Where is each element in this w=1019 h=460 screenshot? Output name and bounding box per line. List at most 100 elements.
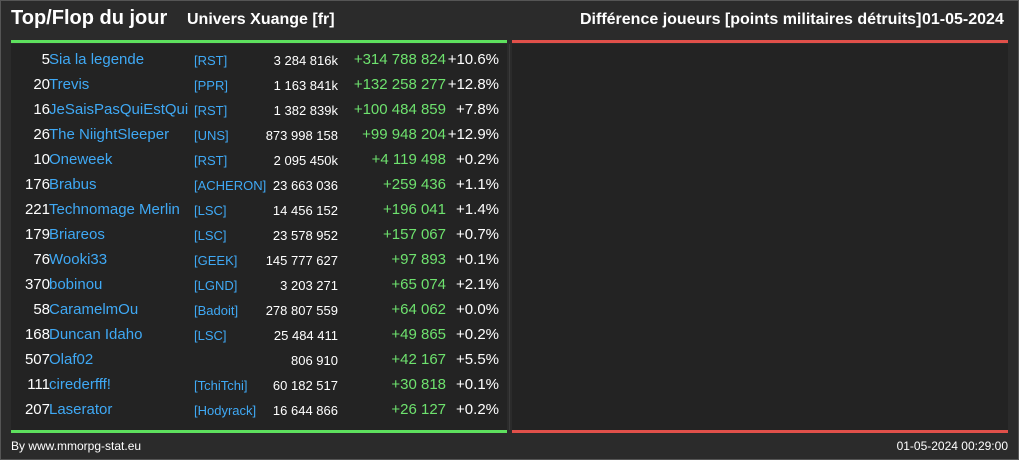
- player-total: 873 998 158: [265, 128, 338, 143]
- alliance-tag-link[interactable]: [GEEK]: [194, 253, 238, 268]
- player-delta: +99 948 204: [362, 126, 446, 143]
- player-rank: 20: [33, 76, 50, 93]
- alliance-tag-link[interactable]: [Badoit]: [194, 303, 239, 318]
- alliance-tag-link[interactable]: [Hodyrack]: [194, 403, 257, 418]
- player-delta: +132 258 277: [353, 76, 446, 93]
- player-percent: +7.8%: [456, 101, 499, 118]
- player-percent: +1.4%: [456, 201, 499, 218]
- alliance-tag-link[interactable]: [LSC]: [194, 228, 227, 243]
- player-name-link[interactable]: The NiightSleeper: [49, 126, 170, 143]
- player-rank: 26: [33, 126, 50, 143]
- player-percent: +0.7%: [456, 226, 499, 243]
- player-percent: +0.2%: [456, 326, 499, 343]
- alliance-tag-link[interactable]: [RST]: [194, 153, 228, 168]
- alliance-tag-link[interactable]: [LSC]: [194, 203, 227, 218]
- player-rank: 179: [24, 226, 50, 243]
- list-item: 176 Brabus [ACHERON] 23 663 036 +259 436 +1.1…: [11, 172, 506, 197]
- player-name-link[interactable]: Laserator: [49, 401, 113, 418]
- alliance-tag-link[interactable]: [PPR]: [194, 78, 228, 93]
- player-name-link[interactable]: CaramelmOu: [49, 301, 139, 318]
- player-total: 23 663 036: [272, 178, 338, 193]
- player-total: 25 484 411: [273, 328, 338, 343]
- player-name-link[interactable]: Briareos: [49, 226, 105, 243]
- list-item: 111 cirederfff! [TchiTchi] 60 182 517 +30 81…: [11, 372, 506, 397]
- top-panel-top-bar: [11, 40, 507, 43]
- player-delta: +26 127: [391, 401, 446, 418]
- player-rank: 10: [33, 151, 50, 168]
- player-delta: +196 041: [383, 201, 446, 218]
- list-item: 207 Laserator [Hodyrack] 16 644 866 +26 127 +…: [11, 397, 506, 422]
- alliance-tag-link[interactable]: [ACHERON]: [194, 178, 267, 193]
- list-item: 370 bobinou [LGND] 3 203 271 +65 074 +2.1%: [11, 272, 506, 297]
- player-total: 1 163 841k: [273, 78, 338, 93]
- universe-label: Univers Xuange [fr]: [187, 11, 335, 28]
- player-percent: +0.1%: [456, 251, 499, 268]
- source-credit[interactable]: By www.mmorpg-stat.eu: [11, 439, 142, 453]
- alliance-tag-link[interactable]: [LGND]: [194, 278, 238, 293]
- player-delta: +259 436: [383, 176, 446, 193]
- date-label: 01-05-2024: [922, 11, 1004, 28]
- list-item: 16 JeSaisPasQuiEstQui [RST] 1 382 839k +100 …: [11, 97, 506, 122]
- flop-panel: [512, 44, 1008, 430]
- list-item: 20 Trevis [PPR] 1 163 841k +132 258 277 +12.8…: [11, 72, 506, 97]
- player-total: 1 382 839k: [273, 103, 338, 118]
- player-percent: +0.0%: [456, 301, 499, 318]
- alliance-tag-link[interactable]: [LSC]: [194, 328, 227, 343]
- top-panel-bottom-bar: [11, 430, 507, 433]
- list-item: 168 Duncan Idaho [LSC] 25 484 411 +49 865 +0.…: [11, 322, 506, 347]
- player-name-link[interactable]: Technomage Merlin: [49, 201, 180, 218]
- player-total: 2 095 450k: [273, 153, 338, 168]
- player-rank: 58: [33, 301, 50, 318]
- page-title: Top/Flop du jour: [11, 7, 168, 29]
- list-item: 5 Sia la legende [RST] 3 284 816k +314 788 8…: [11, 47, 506, 72]
- player-rank: 168: [24, 326, 50, 343]
- player-delta: +100 484 859: [353, 101, 446, 118]
- player-name-link[interactable]: cirederfff!: [49, 376, 111, 393]
- alliance-tag-link[interactable]: [UNS]: [194, 128, 229, 143]
- player-delta: +314 788 824: [353, 51, 446, 68]
- alliance-tag-link[interactable]: [RST]: [194, 103, 228, 118]
- player-name-link[interactable]: Duncan Idaho: [49, 326, 143, 343]
- player-percent: +1.1%: [456, 176, 499, 193]
- player-delta: +30 818: [391, 376, 446, 393]
- player-percent: +5.5%: [456, 351, 499, 368]
- flop-panel-top-bar: [512, 40, 1008, 43]
- player-rank: 176: [24, 176, 50, 193]
- player-percent: +0.1%: [456, 376, 499, 393]
- player-rank: 221: [24, 201, 50, 218]
- player-delta: +97 893: [391, 251, 446, 268]
- flop-panel-bottom-bar: [512, 430, 1008, 433]
- player-name-link[interactable]: Brabus: [49, 176, 97, 193]
- player-delta: +64 062: [391, 301, 446, 318]
- player-name-link[interactable]: Wooki33: [49, 251, 108, 268]
- player-percent: +0.2%: [456, 151, 499, 168]
- player-rank: 370: [24, 276, 50, 293]
- player-name-link[interactable]: Sia la legende: [49, 51, 145, 68]
- list-item: 76 Wooki33 [GEEK] 145 777 627 +97 893 +0.1%: [11, 247, 506, 272]
- player-total: 806 910: [291, 353, 338, 368]
- player-name-link[interactable]: Trevis: [49, 76, 90, 93]
- alliance-tag-link[interactable]: [RST]: [194, 53, 228, 68]
- player-total: 3 203 271: [280, 278, 338, 293]
- player-name-link[interactable]: JeSaisPasQuiEstQui: [49, 101, 189, 118]
- player-percent: +2.1%: [456, 276, 499, 293]
- player-rank: 207: [24, 401, 50, 418]
- player-delta: +42 167: [391, 351, 446, 368]
- player-name-link[interactable]: Oneweek: [49, 151, 113, 168]
- player-name-link[interactable]: Olaf02: [49, 351, 94, 368]
- top-list: 5 Sia la legende [RST] 3 284 816k +314 788 8…: [11, 47, 506, 422]
- list-item: 58 CaramelmOu [Badoit] 278 807 559 +64 062 +0…: [11, 297, 506, 322]
- metric-label: Différence joueurs [points militaires dé…: [580, 11, 922, 28]
- alliance-tag-link[interactable]: [TchiTchi]: [194, 378, 248, 393]
- player-rank: 76: [33, 251, 50, 268]
- player-rank: 507: [24, 351, 50, 368]
- player-total: 3 284 816k: [273, 53, 338, 68]
- player-delta: +4 119 498: [371, 151, 446, 168]
- player-name-link[interactable]: bobinou: [49, 276, 103, 293]
- list-item: 179 Briareos [LSC] 23 578 952 +157 067 +0.7%: [11, 222, 506, 247]
- player-total: 60 182 517: [272, 378, 338, 393]
- timestamp: 01-05-2024 00:29:00: [896, 439, 1008, 453]
- player-total: 278 807 559: [265, 303, 338, 318]
- player-rank: 111: [27, 376, 50, 393]
- player-percent: +10.6%: [447, 51, 499, 68]
